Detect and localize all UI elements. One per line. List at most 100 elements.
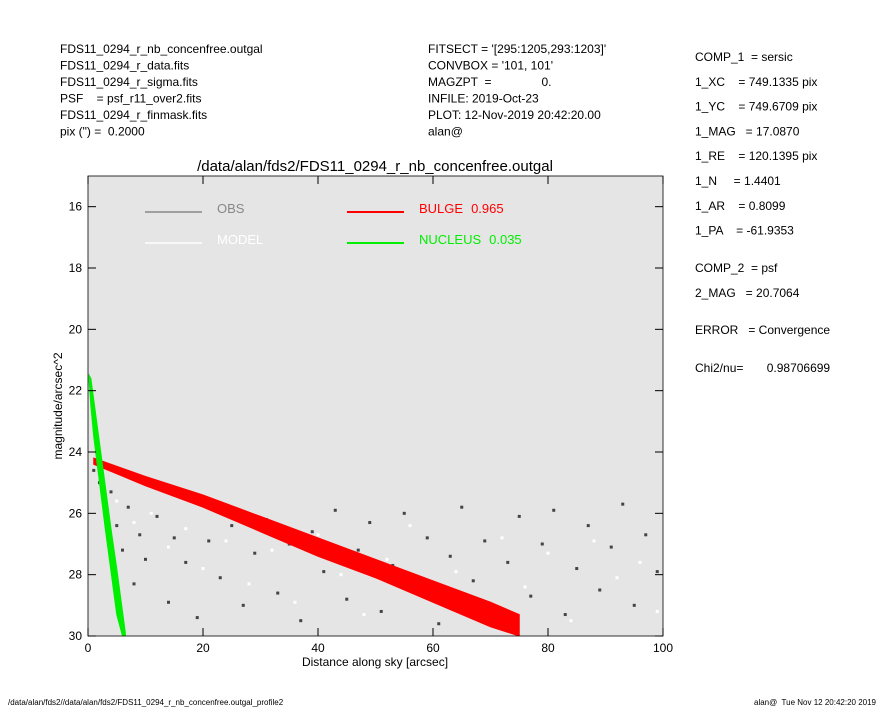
header-left-line: FDS11_0294_r_nb_concenfree.outgal	[60, 42, 263, 56]
data-point	[540, 542, 544, 546]
header-middle-line: alan@	[428, 125, 463, 139]
data-point	[529, 594, 533, 598]
data-point	[506, 560, 510, 564]
legend-entry: OBS	[217, 201, 245, 216]
data-point	[563, 613, 567, 617]
data-point	[132, 521, 136, 525]
data-point	[132, 582, 136, 586]
data-point	[310, 530, 314, 534]
data-point	[316, 533, 320, 537]
x-tick-label: 100	[653, 641, 673, 655]
fit-parameter: 1_N = 1.4401	[695, 174, 781, 188]
data-point	[385, 557, 389, 561]
data-point	[126, 505, 130, 509]
fit-parameter: 2_MAG = 20.7064	[695, 286, 800, 300]
profile-band	[88, 373, 126, 636]
legend-name: MODEL	[217, 232, 263, 247]
fit-parameter: 1_MAG = 17.0870	[695, 124, 800, 138]
data-point	[644, 533, 648, 537]
plot-frame	[87, 175, 664, 637]
data-point	[184, 560, 188, 564]
fit-parameter: COMP_2 = psf	[695, 261, 778, 275]
y-tick-label: 28	[69, 568, 83, 582]
data-point	[402, 511, 406, 515]
legend-name: OBS	[217, 201, 245, 216]
header-left-line: FDS11_0294_r_sigma.fits	[60, 75, 198, 89]
data-point	[483, 539, 487, 543]
y-tick-label: 24	[69, 445, 83, 459]
data-point	[546, 551, 550, 555]
legend-fraction: 0.035	[489, 232, 522, 247]
x-tick-label: 60	[426, 641, 440, 655]
data-point	[92, 468, 96, 472]
header-middle-line: CONVBOX = '101, 101'	[428, 59, 553, 73]
data-point	[632, 603, 636, 607]
header-middle-line: INFILE: 2019-Oct-23	[428, 92, 539, 106]
data-point	[339, 573, 343, 577]
data-point	[425, 536, 429, 540]
data-point	[207, 539, 211, 543]
data-point	[230, 524, 234, 528]
y-tick-label: 18	[69, 261, 83, 275]
y-tick-label: 20	[69, 322, 83, 336]
data-point	[448, 554, 452, 558]
footer-right: alan@ Tue Nov 12 20:42:20 2019	[754, 698, 877, 707]
fit-parameter: ERROR = Convergence	[695, 323, 830, 337]
data-point	[167, 545, 170, 549]
data-point	[609, 545, 613, 549]
header-middle-line: PLOT: 12-Nov-2019 20:42:20.00	[428, 108, 601, 122]
data-point	[299, 619, 303, 623]
data-point	[201, 567, 205, 571]
data-point	[184, 527, 188, 531]
legend-entry: MODEL	[217, 232, 263, 247]
data-point	[270, 548, 274, 552]
legend-entry: BULGE 0.965	[419, 201, 504, 216]
plot-area	[88, 373, 659, 636]
data-point	[167, 600, 170, 604]
data-point	[276, 591, 280, 595]
data-point	[552, 508, 556, 512]
data-point	[121, 548, 124, 552]
fit-parameter: COMP_1 = sersic	[695, 50, 793, 64]
x-tick-label: 40	[311, 641, 325, 655]
data-point	[615, 576, 619, 580]
data-point	[293, 600, 297, 604]
fit-parameter: 1_RE = 120.1395 pix	[695, 149, 817, 163]
data-point	[569, 619, 573, 623]
header-left-line: FDS11_0294_r_finmask.fits	[60, 108, 207, 122]
fit-parameter: Chi2/nu= 0.98706699	[695, 361, 830, 375]
x-axis-label: Distance along sky [arcsec]	[302, 655, 448, 669]
header-left-line: FDS11_0294_r_data.fits	[60, 59, 189, 73]
data-point	[379, 609, 383, 613]
profile-band	[93, 457, 520, 636]
data-point	[655, 570, 659, 574]
data-point	[247, 582, 251, 586]
data-point	[224, 539, 228, 543]
data-point	[253, 551, 257, 555]
data-point	[408, 524, 412, 528]
fit-parameter: 1_XC = 749.1335 pix	[695, 75, 817, 89]
data-point	[322, 570, 326, 574]
data-point	[241, 603, 245, 607]
data-point	[345, 597, 349, 601]
data-point	[517, 514, 521, 518]
data-point	[368, 521, 372, 525]
data-point	[172, 536, 176, 540]
fit-parameter: 1_YC = 749.6709 pix	[695, 100, 817, 114]
legend-fraction: 0.965	[471, 201, 504, 216]
data-point	[598, 588, 602, 592]
header-middle-line: MAGZPT = 0.	[428, 75, 551, 89]
fit-parameter: 1_PA = -61.9353	[695, 224, 794, 238]
x-tick-label: 20	[196, 641, 210, 655]
header-left-line: pix (") = 0.2000	[60, 125, 145, 139]
data-point	[586, 524, 590, 528]
data-point	[333, 508, 337, 512]
x-tick-label: 0	[85, 641, 92, 655]
y-tick-label: 26	[69, 506, 83, 520]
data-point	[655, 609, 659, 613]
legend-name: BULGE	[419, 201, 463, 216]
data-point	[109, 490, 113, 494]
data-point	[437, 622, 441, 626]
y-tick-label: 16	[69, 200, 83, 214]
data-point	[115, 524, 119, 528]
